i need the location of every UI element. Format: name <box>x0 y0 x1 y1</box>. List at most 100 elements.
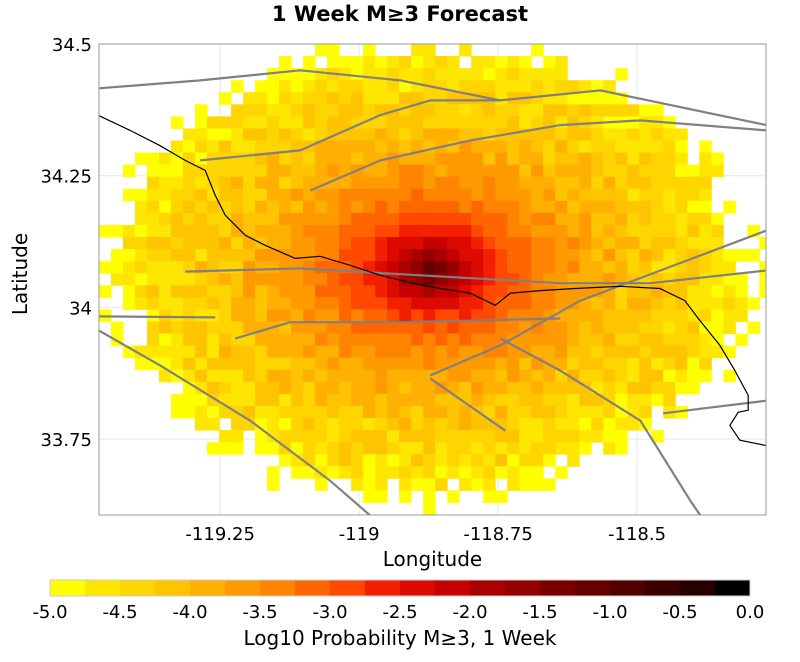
heatmap-cell <box>351 128 364 142</box>
heatmap-cell <box>423 224 436 238</box>
fault-trace <box>429 377 506 432</box>
heatmap-cell <box>507 478 520 491</box>
heatmap-cell <box>183 309 196 322</box>
heatmap-cell <box>495 224 508 238</box>
heatmap-cell <box>471 454 484 467</box>
heatmap-cell <box>459 285 472 298</box>
heatmap-cell <box>255 164 268 178</box>
heatmap-cell <box>327 466 340 479</box>
heatmap-cell <box>399 333 412 347</box>
heatmap-cell <box>507 345 520 359</box>
heatmap-cell <box>279 116 292 129</box>
heatmap-cell <box>387 357 400 371</box>
heatmap-cell <box>591 176 604 190</box>
heatmap-cell <box>219 273 232 286</box>
heatmap-cell <box>231 104 244 117</box>
heatmap-cell <box>279 261 292 274</box>
heatmap-cell <box>459 140 472 154</box>
x-axis-label: Longitude <box>382 547 483 571</box>
heatmap-cell <box>255 249 268 262</box>
heatmap-cell <box>351 152 364 166</box>
heatmap-cell <box>459 345 472 359</box>
heatmap-cell <box>459 369 472 383</box>
heatmap-cell <box>339 224 352 238</box>
heatmap-cell <box>591 104 604 117</box>
heatmap-cell <box>303 321 316 335</box>
heatmap-cell <box>279 237 292 250</box>
heatmap-cell <box>351 92 364 105</box>
heatmap-cell <box>183 357 196 371</box>
heatmap-cell <box>423 116 436 129</box>
colorbar-segment <box>610 580 646 596</box>
heatmap-cell <box>507 237 520 250</box>
heatmap-cell <box>351 224 364 238</box>
y-tick-label: 34 <box>69 298 92 319</box>
heatmap-cell <box>351 454 364 467</box>
heatmap-cell <box>375 140 388 154</box>
heatmap-cell <box>339 80 352 93</box>
heatmap-cell <box>531 418 544 431</box>
heatmap-cell <box>327 381 340 395</box>
heatmap-cell <box>603 381 616 395</box>
heatmap-cell <box>495 405 508 419</box>
heatmap-cell <box>495 164 508 178</box>
heatmap-cell <box>351 249 364 262</box>
heatmap-cell <box>423 345 436 359</box>
heatmap-cell <box>399 466 412 479</box>
heatmap-cell <box>291 200 304 214</box>
heatmap-cell <box>495 285 508 298</box>
heatmap-cell <box>291 224 304 238</box>
heatmap-cell <box>639 369 652 383</box>
heatmap-cell <box>303 104 316 117</box>
heatmap-cell <box>279 164 292 178</box>
heatmap-cell <box>543 68 556 81</box>
heatmap-cell <box>291 333 304 347</box>
heatmap-cell <box>351 104 364 117</box>
heatmap-cell <box>375 200 388 214</box>
heatmap-cell <box>615 104 628 117</box>
heatmap-cell <box>687 345 700 359</box>
heatmap-cell <box>543 188 556 202</box>
heatmap-cell <box>735 309 748 322</box>
heatmap-cell <box>687 369 700 383</box>
heatmap-cell <box>591 249 604 262</box>
heatmap-cell <box>231 321 244 335</box>
heatmap-cell <box>603 128 616 142</box>
heatmap-cell <box>531 128 544 142</box>
heatmap-cell <box>591 345 604 359</box>
heatmap-cell <box>315 285 328 298</box>
heatmap-cell <box>375 56 388 69</box>
heatmap-cell <box>435 104 448 117</box>
heatmap-cell <box>255 92 268 105</box>
heatmap-cell <box>99 261 112 274</box>
heatmap-cell <box>531 116 544 129</box>
heatmap-cell <box>519 249 532 262</box>
heatmap-cell <box>267 418 280 431</box>
x-tick-label: -118.75 <box>463 524 532 545</box>
heatmap-cell <box>591 261 604 274</box>
colorbar-segment <box>400 580 436 596</box>
heatmap-cell <box>363 321 376 335</box>
heatmap-cell <box>459 478 472 491</box>
heatmap-cell <box>507 381 520 395</box>
heatmap-cell <box>639 393 652 407</box>
heatmap-cell <box>435 261 448 274</box>
heatmap-cell <box>555 381 568 395</box>
heatmap-cell <box>255 381 268 395</box>
heatmap-cell <box>459 261 472 274</box>
heatmap-cell <box>315 212 328 226</box>
heatmap-cell <box>423 44 436 57</box>
heatmap-cell <box>399 128 412 142</box>
heatmap-cell <box>543 345 556 359</box>
heatmap-cell <box>291 237 304 250</box>
heatmap-cell <box>711 237 724 250</box>
colorbar-tick-label: -1.0 <box>592 602 627 623</box>
heatmap-cell <box>123 285 136 298</box>
heatmap-cell <box>171 393 184 407</box>
heatmap-cell <box>291 285 304 298</box>
heatmap-cell <box>555 345 568 359</box>
heatmap-cell <box>411 454 424 467</box>
heatmap-cell <box>555 116 568 129</box>
heatmap-cell <box>327 297 340 310</box>
heatmap-cell <box>159 285 172 298</box>
